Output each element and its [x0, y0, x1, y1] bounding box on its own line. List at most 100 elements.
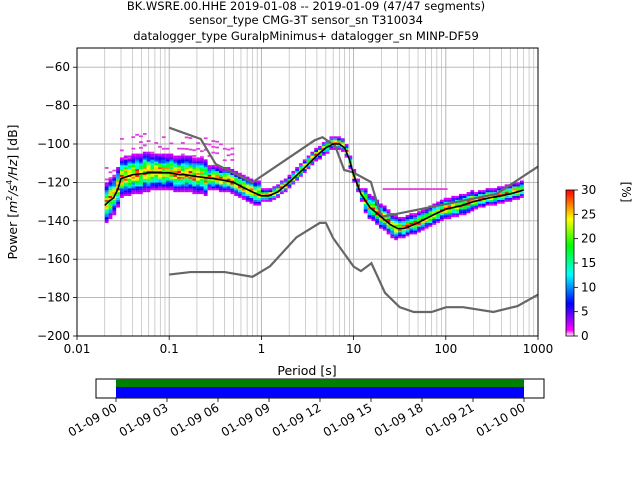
heatmap-cell [104, 195, 109, 198]
heatmap-cell [146, 176, 151, 179]
heatmap-cell [215, 152, 220, 155]
heatmap-cell [367, 207, 372, 210]
heatmap-cell [169, 188, 174, 191]
heatmap-cell [142, 190, 147, 193]
heatmap-cell [420, 188, 425, 190]
heatmap-cell [139, 167, 143, 170]
heatmap-cell [439, 207, 444, 210]
heatmap-cell [142, 178, 147, 181]
heatmap-cell [165, 182, 170, 185]
heatmap-cell [398, 236, 402, 239]
colorbar-tick-label: 0 [581, 329, 589, 343]
heatmap-cell [219, 174, 223, 177]
heatmap-cell [287, 178, 292, 181]
heatmap-cell [283, 188, 288, 191]
heatmap-cell [489, 203, 494, 206]
heatmap-cell [382, 188, 387, 190]
heatmap-cell [142, 170, 147, 173]
heatmap-cell [409, 213, 414, 216]
heatmap-cell [306, 159, 311, 162]
heatmap-cell [142, 182, 147, 185]
heatmap-cell [401, 228, 406, 231]
heatmap-cell [485, 192, 490, 195]
heatmap-cell [481, 201, 486, 204]
heatmap-cell [306, 155, 311, 158]
heatmap-cell [135, 192, 140, 195]
ppsd-plot: 0.01 0.1 1 10 100 1000 −60 −80 −100 −120 −140 −160… [5, 47, 553, 378]
coverage-tick-label: 01-10 00 [474, 400, 528, 439]
heatmap-cell [394, 232, 399, 235]
heatmap-cell [158, 155, 162, 158]
heatmap-cell [428, 218, 433, 221]
heatmap-cell [219, 176, 223, 179]
heatmap-cell [131, 165, 136, 168]
heatmap-cell [192, 182, 197, 185]
heatmap-cell [439, 218, 444, 221]
heatmap-cell [196, 170, 200, 173]
heatmap-cell [131, 157, 136, 160]
heatmap-cell [432, 216, 437, 220]
heatmap-cell [188, 167, 193, 170]
heatmap-cell [230, 153, 235, 156]
heatmap-cell [177, 174, 181, 177]
heatmap-cell [139, 161, 143, 164]
heatmap-cell [497, 199, 501, 202]
heatmap-cell [154, 142, 159, 144]
heatmap-cell [333, 136, 338, 139]
heatmap-cell [199, 186, 204, 189]
heatmap-cell [432, 188, 437, 190]
heatmap-cell [299, 163, 303, 166]
heatmap-cell [207, 188, 212, 191]
heatmap-cell [371, 199, 376, 202]
heatmap-cell [253, 199, 258, 202]
heatmap-cell [131, 178, 136, 181]
heatmap-cell [131, 176, 136, 179]
heatmap-cell [458, 211, 463, 214]
heatmap-cell [234, 184, 239, 187]
heatmap-cell [451, 215, 456, 218]
heatmap-cell [386, 232, 391, 235]
heatmap-cell [470, 207, 475, 210]
heatmap-cell [219, 184, 223, 187]
heatmap-cell [177, 188, 181, 191]
heatmap-cell [428, 209, 433, 212]
heatmap-cell [154, 180, 159, 183]
heatmap-cell [161, 153, 166, 156]
heatmap-cell [165, 161, 170, 164]
heatmap-cell [485, 195, 490, 198]
heatmap-cell [192, 155, 197, 157]
heatmap-cell [405, 234, 410, 237]
colorbar-tick-label: 30 [581, 183, 596, 197]
heatmap-cell [337, 142, 341, 145]
heatmap-cell [180, 147, 185, 150]
heatmap-cell [150, 180, 155, 183]
heatmap-cell [504, 199, 509, 202]
heatmap-cell [169, 174, 174, 177]
heatmap-cell [241, 195, 246, 198]
heatmap-cell [394, 215, 399, 218]
heatmap-cell [226, 182, 231, 185]
heatmap-cell [413, 218, 418, 221]
heatmap-cell [104, 182, 109, 185]
heatmap-cell [184, 180, 189, 183]
heatmap-cell [458, 213, 463, 216]
heatmap-cell [466, 209, 471, 212]
coverage-bar-bottom [116, 387, 524, 398]
heatmap-cell [283, 182, 288, 185]
heatmap-cell [139, 153, 143, 156]
heatmap-cell [226, 176, 231, 179]
heatmap-cell [184, 136, 189, 139]
heatmap-cell [405, 220, 410, 223]
heatmap-cell [253, 195, 258, 198]
heatmap-cell [287, 176, 292, 179]
heatmap-cell [409, 218, 414, 221]
heatmap-cell [458, 209, 463, 212]
heatmap-cell [131, 168, 136, 172]
heatmap-cell [142, 133, 147, 135]
heatmap-cell [146, 186, 151, 189]
heatmap-cell [489, 201, 494, 204]
coverage-bar-top [116, 379, 524, 387]
heatmap-cell [447, 211, 452, 214]
heatmap-cell [127, 155, 132, 158]
heatmap-cell [272, 186, 277, 189]
